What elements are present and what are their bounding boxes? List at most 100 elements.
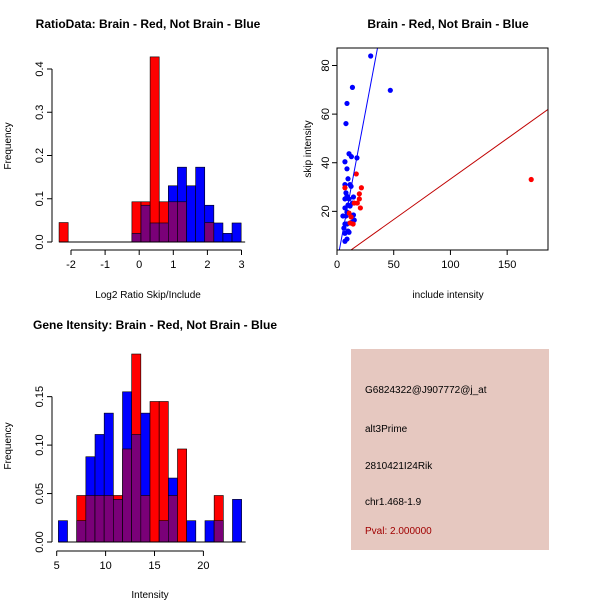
hist1-y-tick-label: 0.2	[34, 148, 46, 163]
hist1-bar-notbrain	[231, 222, 242, 243]
pval-text: Pval: 2.000000	[365, 526, 432, 537]
hist2-bar-notbrain	[186, 520, 197, 543]
scatter-title: Brain - Red, Not Brain - Blue	[367, 17, 529, 31]
scatter-point-notbrain	[345, 176, 351, 182]
scatter-point-notbrain	[346, 229, 352, 235]
chrom-location: chr1.468-1.9	[365, 497, 422, 508]
scatter-point-notbrain	[368, 53, 374, 59]
scatter-point-notbrain	[342, 238, 348, 244]
scatter-point-brain	[342, 185, 348, 191]
hist1-bar-overlap	[149, 222, 160, 243]
hist1-x-tick-label: -2	[66, 259, 76, 271]
scatter-x-tick-label: 100	[441, 259, 459, 271]
scatter-point-brain	[347, 220, 353, 226]
hist2-bar-overlap	[168, 495, 178, 543]
scatter-ylabel: skip intensity	[303, 120, 314, 177]
scatter-point-brain	[356, 196, 362, 202]
hist2-x-tick-label: 20	[197, 560, 209, 572]
scatter-xlabel: include intensity	[412, 290, 483, 301]
hist1-x-tick-label: -1	[100, 259, 110, 271]
hist1-x-tick-label: 0	[136, 259, 142, 271]
scatter-fit-line-notbrain	[338, 48, 379, 250]
hist1-bar-overlap	[204, 222, 215, 243]
hist1-ylabel: Frequency	[3, 122, 14, 169]
scatter-frame	[336, 47, 549, 251]
scatter-y-tick-label: 20	[320, 205, 332, 217]
hist1-x-tick-label: 3	[238, 259, 244, 271]
hist1-bar-overlap	[158, 222, 169, 243]
hist2-ylabel: Frequency	[3, 422, 14, 469]
scatter-point-notbrain	[348, 154, 355, 160]
scatter-x-tick-label: 0	[334, 259, 340, 271]
hist2-bar-overlap	[131, 434, 142, 543]
hist1-bar-overlap	[131, 233, 142, 243]
hist2-bar-overlap	[122, 448, 132, 543]
hist1-bar-notbrain	[222, 233, 233, 243]
hist1-bar-overlap	[140, 204, 151, 243]
scatter-point-brain	[528, 176, 534, 183]
scatter-y-tick-label: 60	[320, 108, 332, 120]
hist2-bar-overlap	[158, 520, 169, 543]
hist2-bar-overlap	[213, 520, 224, 543]
hist2-y-tick-label: 0.10	[34, 434, 46, 455]
gene-name: 2810421I24Rik	[365, 461, 433, 472]
scatter-point-brain	[353, 171, 359, 177]
scatter-x-tick-label: 150	[498, 259, 516, 271]
scatter-point-brain	[357, 205, 363, 211]
hist1-x-tick-label: 1	[170, 259, 176, 271]
hist2-bar-overlap	[85, 495, 96, 543]
scatter-x-tick-label: 50	[388, 259, 400, 271]
hist2-bar-overlap	[76, 520, 87, 543]
hist1-bar-brain	[149, 56, 160, 243]
hist1-title: RatioData: Brain - Red, Not Brain - Blue	[36, 17, 261, 31]
hist1-y-tick-label: 0.4	[34, 61, 46, 76]
hist2-bar-brain	[177, 448, 187, 543]
hist2-bar-overlap	[94, 495, 105, 543]
hist2-bar-notbrain	[58, 520, 68, 543]
scatter-point-notbrain	[342, 159, 348, 165]
scatter-point-notbrain	[347, 203, 353, 209]
hist2-xlabel: Intensity	[131, 590, 168, 600]
scatter-point-notbrain	[344, 100, 350, 107]
scatter-point-notbrain	[349, 84, 356, 90]
scatter-y-tick-label: 80	[320, 59, 332, 71]
hist1-y-tick-label: 0.1	[34, 191, 46, 206]
hist2-x-tick-label: 5	[54, 560, 60, 572]
hist2-y-tick-label: 0.00	[34, 531, 46, 552]
hist1-xlabel: Log2 Ratio Skip/Include	[95, 290, 201, 301]
scatter-point-notbrain	[350, 194, 357, 200]
scatter-point-brain	[348, 214, 354, 220]
hist1-bar-notbrain	[195, 166, 206, 243]
hist1-bar-overlap	[177, 201, 187, 243]
probe-info-panel: G6824322@J907772@j_at alt3Prime 2810421I…	[351, 349, 549, 550]
hist1-y-tick-label: 0.3	[34, 105, 46, 120]
hist2-y-tick-label: 0.15	[34, 386, 46, 407]
scatter-fit-line-brain	[350, 109, 548, 250]
hist2-bar-overlap	[113, 499, 123, 543]
hist2-x-tick-label: 15	[148, 560, 160, 572]
scatter-point-brain	[358, 185, 364, 191]
hist1-bar-notbrain	[213, 222, 224, 243]
hist1-bar-overlap	[168, 201, 178, 243]
scatter-point-notbrain	[344, 166, 350, 172]
probe-id: G6824322@J907772@j_at	[365, 385, 487, 396]
scatter-point-notbrain	[342, 205, 348, 211]
hist1-bar-brain	[58, 222, 69, 243]
hist2-bar-overlap	[103, 495, 114, 543]
hist2-bar-overlap	[140, 495, 151, 543]
scatter-point-brain	[346, 210, 352, 216]
hist2-bar-notbrain	[232, 499, 242, 543]
scatter-point-notbrain	[387, 87, 393, 93]
scatter-point-notbrain	[343, 120, 349, 127]
hist2-y-tick-label: 0.05	[34, 483, 46, 504]
scatter-y-tick-label: 40	[320, 157, 332, 169]
hist2-title: Gene Itensity: Brain - Red, Not Brain - …	[33, 318, 277, 332]
hist1-bar-notbrain	[186, 185, 196, 243]
scatter-point-brain	[351, 200, 357, 206]
hist2-x-tick-label: 10	[99, 560, 111, 572]
hist1-y-tick-label: 0.0	[34, 234, 46, 249]
hist2-bar-notbrain	[204, 520, 215, 543]
event-type: alt3Prime	[365, 424, 408, 435]
scatter-point-notbrain	[342, 196, 348, 202]
